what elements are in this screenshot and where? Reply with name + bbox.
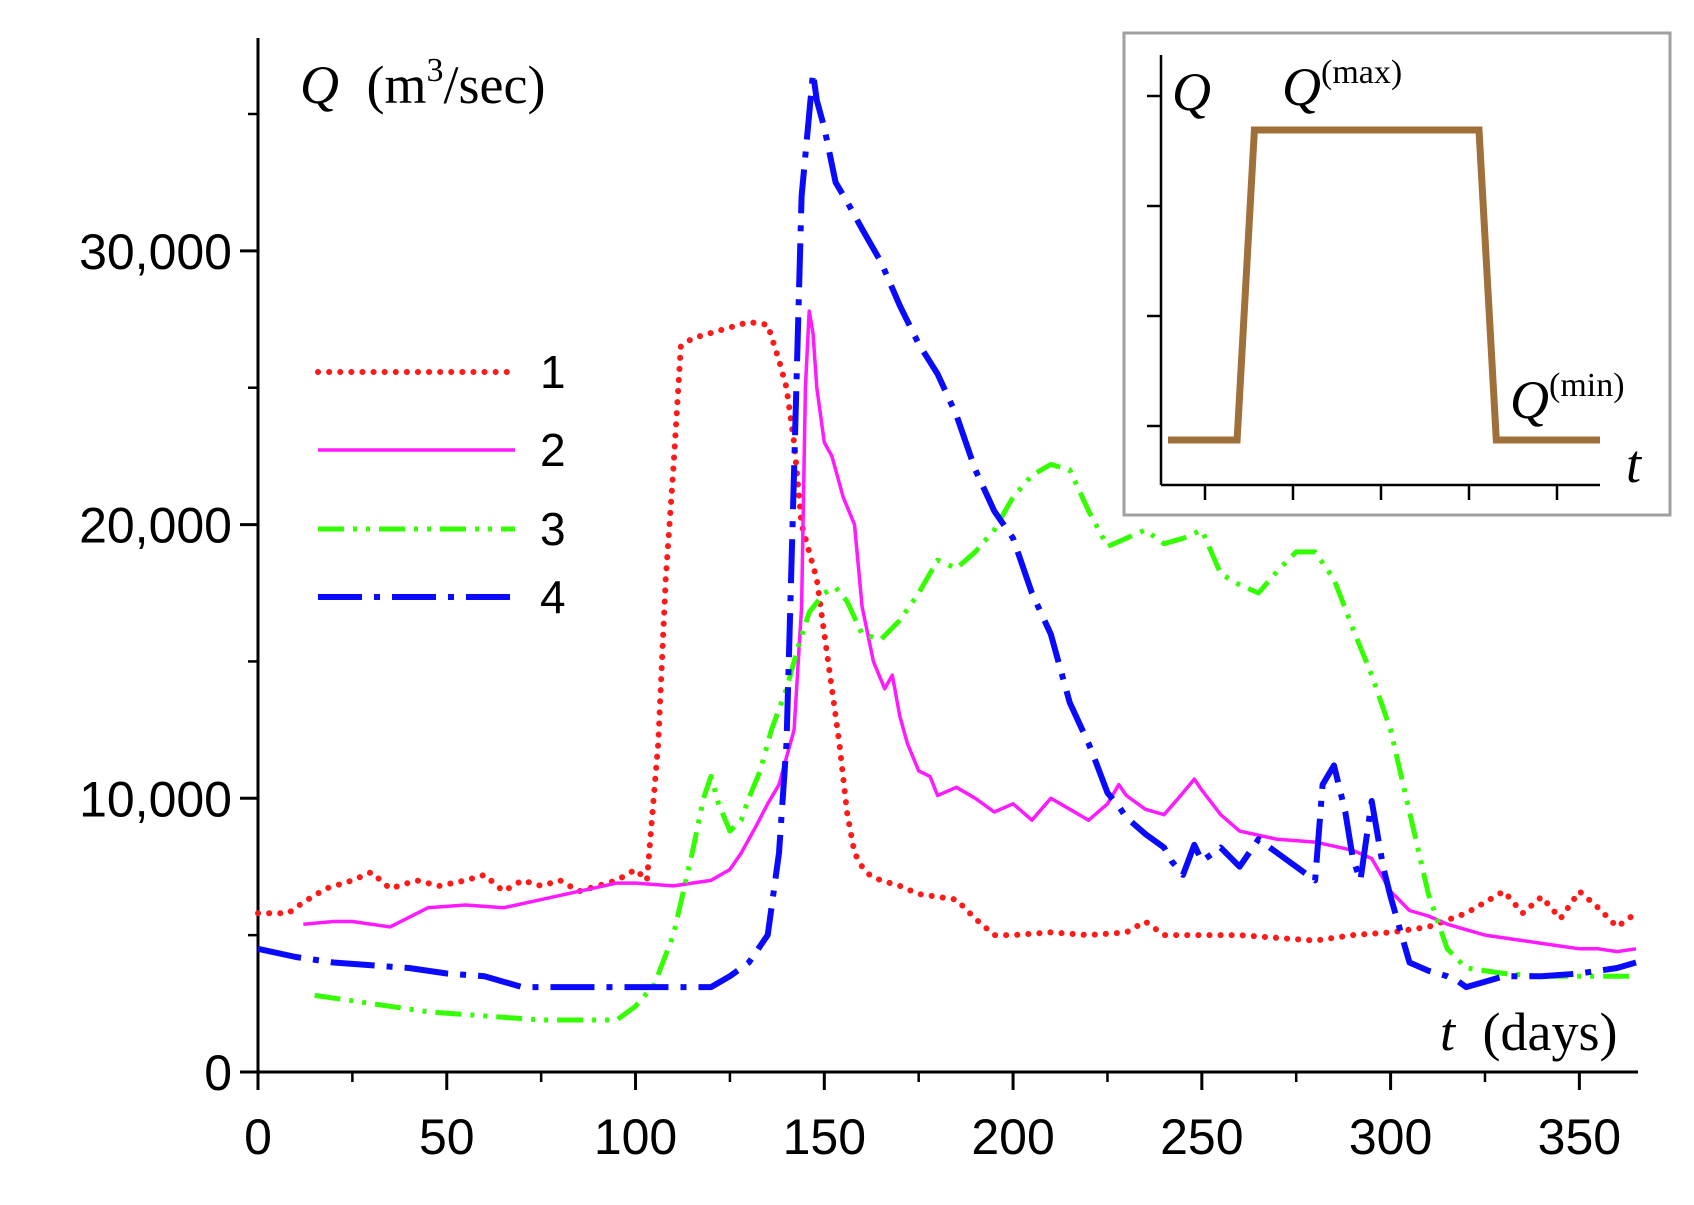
x-tick-label: 250 — [1160, 1109, 1243, 1165]
legend-label-1: 1 — [540, 346, 566, 398]
y-axis-label-unit-prefix: (m — [367, 55, 427, 115]
x-tick-label: 100 — [594, 1109, 677, 1165]
inset-max-label: Q(max) — [1282, 54, 1402, 117]
x-axis-label: t (days) — [1440, 1002, 1617, 1062]
inset-min-sup: (min) — [1549, 367, 1625, 404]
legend-label-3: 3 — [540, 503, 566, 555]
inset-chart: Q Q(max) Q(min) t — [1122, 31, 1672, 517]
y-tick-label: 0 — [204, 1045, 232, 1101]
legend: 1 2 3 4 — [315, 346, 566, 623]
x-tick-label: 0 — [244, 1109, 272, 1165]
series-3-line — [314, 461, 1636, 1023]
inset-ticks — [1147, 94, 1559, 500]
y-axis-ticks: 0 10,000 20,000 30,000 — [79, 112, 258, 1101]
series-layer — [255, 69, 1639, 1023]
y-axis-label-unit-exp: 3 — [427, 52, 444, 89]
inset-y-label: Q — [1172, 62, 1211, 122]
y-axis-label-symbol: Q — [300, 55, 339, 115]
inset-frame — [1122, 31, 1672, 517]
inset-max-symbol: Q — [1282, 57, 1321, 117]
x-tick-label: 50 — [419, 1109, 475, 1165]
y-tick-label: 30,000 — [79, 224, 232, 280]
y-axis-label: Q (m3/sec) — [300, 52, 545, 115]
x-tick-label: 150 — [783, 1109, 866, 1165]
series-1-line — [255, 319, 1639, 944]
y-tick-label: 10,000 — [79, 771, 232, 827]
x-tick-label: 300 — [1349, 1109, 1432, 1165]
legend-label-4: 4 — [540, 571, 566, 623]
inset-min-symbol: Q — [1510, 370, 1549, 430]
y-tick-label: 20,000 — [79, 498, 232, 554]
series-4-line — [257, 69, 1637, 991]
x-tick-label: 200 — [971, 1109, 1054, 1165]
x-axis-label-symbol: t — [1440, 1002, 1457, 1062]
series-2-line — [303, 309, 1637, 954]
x-tick-label: 350 — [1538, 1109, 1621, 1165]
inset-x-label: t — [1626, 434, 1643, 494]
x-axis-ticks: 0 50 100 150 200 250 300 350 — [244, 1072, 1621, 1165]
y-axis-label-unit-suffix: /sec) — [444, 55, 546, 115]
inset-min-label: Q(min) — [1510, 367, 1625, 430]
x-axis-label-unit: (days) — [1483, 1002, 1618, 1062]
inset-max-sup: (max) — [1321, 54, 1402, 91]
inset-series-line — [1168, 126, 1600, 444]
legend-label-2: 2 — [540, 424, 566, 476]
